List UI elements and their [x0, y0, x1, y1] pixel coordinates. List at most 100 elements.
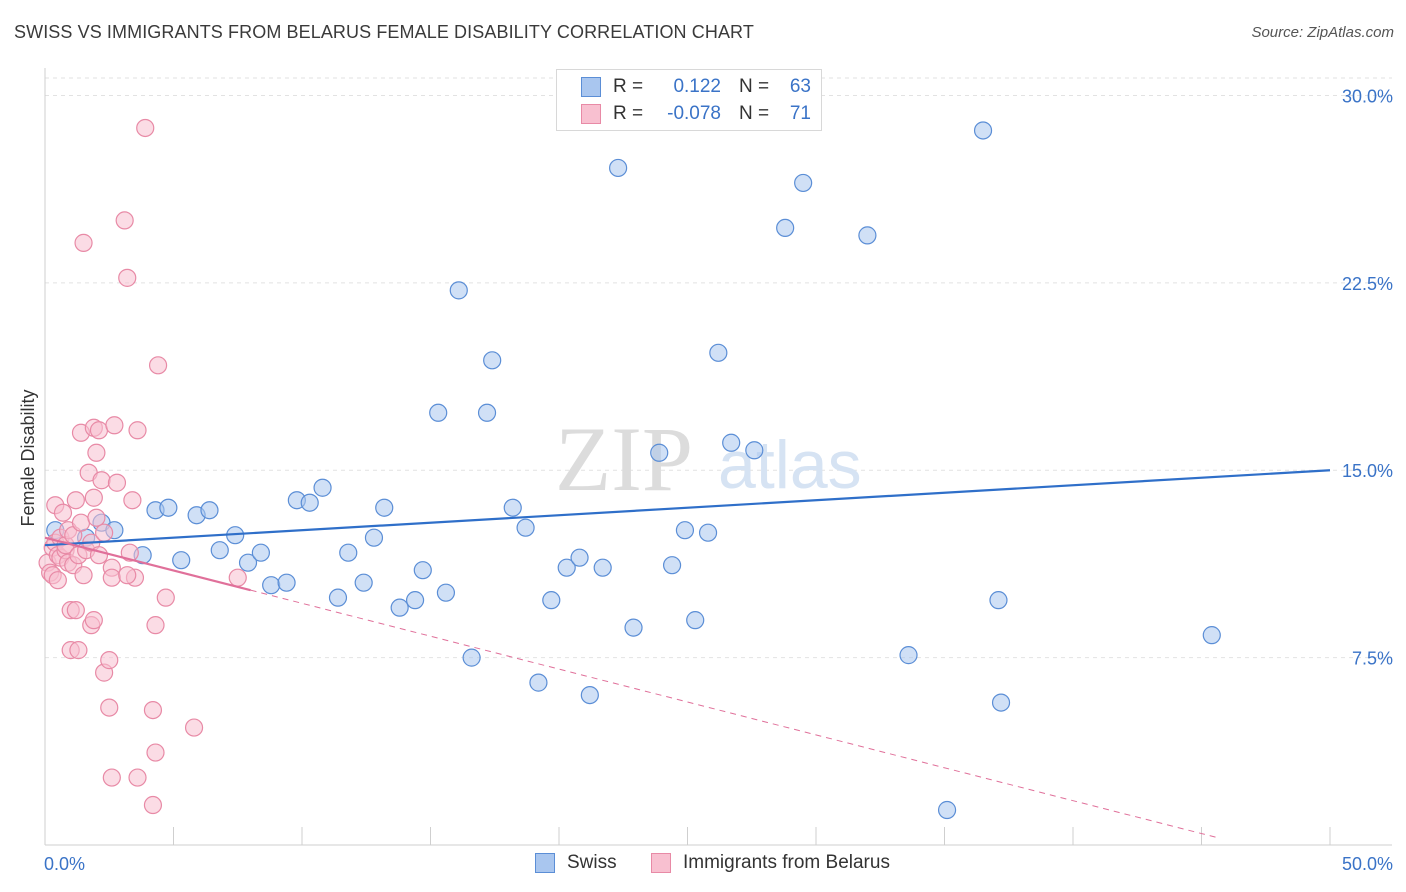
legend-r-value: -0.078: [667, 103, 721, 124]
belarus-point: [69, 641, 88, 660]
swiss-point: [159, 498, 178, 517]
labels-layer: 7.5% 15.0% 22.5% 30.0% 0.0% 50.0%: [44, 86, 1393, 874]
swiss-point: [675, 521, 695, 540]
x-tick-label-min: 0.0%: [44, 854, 85, 874]
watermark: ZIP atlas: [555, 408, 862, 510]
belarus-point: [120, 543, 139, 562]
swiss-point: [413, 561, 432, 580]
legend-n-value: 63: [789, 76, 811, 97]
swiss-point: [698, 523, 718, 542]
belarus-point: [146, 743, 165, 762]
belarus-point: [128, 768, 147, 787]
belarus-point: [156, 588, 175, 607]
legend-n-label: N =: [739, 103, 770, 124]
swiss-point: [313, 478, 332, 497]
swiss-point: [328, 588, 348, 607]
belarus-point: [66, 491, 85, 510]
axes-layer: [44, 68, 1392, 846]
belarus-point: [84, 488, 103, 507]
swiss-point: [745, 441, 764, 460]
belarus-point: [143, 700, 163, 720]
legend-swatch-swiss: [535, 853, 555, 873]
legend-swatch-belarus: [651, 853, 671, 873]
trend-layer: [44, 469, 1331, 838]
belarus-point: [184, 718, 204, 737]
legend-row-swiss: R = 0.122 N = 63: [581, 75, 811, 99]
swiss-point: [662, 556, 682, 575]
belarus-point: [143, 795, 163, 815]
legend-item-belarus[interactable]: Immigrants from Belarus: [651, 852, 890, 874]
legend-label-swiss: Swiss: [567, 852, 617, 873]
series-legend: Swiss Immigrants from Belarus: [0, 852, 1406, 878]
swiss-point: [557, 558, 576, 577]
swiss-point: [405, 591, 425, 610]
swiss-point: [172, 551, 191, 570]
swiss-point: [251, 543, 270, 562]
swiss-point: [709, 343, 728, 362]
belarus-point: [115, 211, 134, 230]
swiss-point: [354, 573, 373, 592]
belarus-point: [100, 698, 119, 717]
belarus-trendline-extension: [250, 589, 1218, 838]
swiss-point: [516, 518, 535, 537]
legend-item-swiss[interactable]: Swiss: [535, 852, 617, 874]
belarus-point: [87, 508, 106, 527]
y-tick-label: 22.5%: [1342, 274, 1393, 294]
swiss-point: [238, 553, 258, 572]
points-layer: [38, 118, 1221, 820]
swiss-point: [436, 583, 456, 602]
belarus-point: [100, 651, 119, 670]
swiss-point: [1202, 626, 1221, 645]
belarus-point: [92, 471, 111, 490]
watermark-atlas: atlas: [718, 427, 862, 503]
swiss-point: [390, 598, 409, 617]
belarus-point: [74, 566, 93, 585]
source-label: Source: ZipAtlas.com: [1251, 24, 1394, 41]
y-axis-label: Female Disability: [18, 389, 38, 526]
belarus-point: [87, 443, 106, 462]
swiss-point: [937, 800, 957, 820]
legend-n-value: 71: [789, 103, 811, 124]
belarus-point: [102, 768, 121, 787]
belarus-point: [89, 421, 109, 440]
belarus-point: [71, 513, 91, 532]
watermark-zip: ZIP: [555, 408, 693, 510]
swiss-point: [200, 501, 219, 520]
belarus-point: [128, 421, 147, 440]
swiss-point: [449, 281, 468, 300]
y-tick-label: 7.5%: [1352, 649, 1393, 669]
swiss-point: [989, 591, 1008, 610]
swiss-point: [650, 443, 669, 462]
legend-n-label: N =: [739, 76, 770, 97]
legend-r-label: R =: [613, 103, 644, 124]
swiss-point: [609, 158, 628, 178]
belarus-point: [123, 491, 142, 510]
swiss-point: [542, 591, 561, 610]
belarus-trendline: [44, 536, 251, 592]
swiss-point: [776, 218, 795, 238]
y-tick-label: 15.0%: [1342, 461, 1393, 481]
legend-r-value: 0.122: [673, 76, 721, 97]
swiss-point: [477, 403, 497, 422]
swiss-point: [580, 685, 599, 705]
stats-legend: R = 0.122 N = 63 R = -0.078 N = 71: [556, 69, 822, 131]
belarus-point: [107, 473, 127, 492]
swiss-point: [503, 498, 522, 517]
swiss-point: [483, 351, 502, 370]
legend-label-belarus: Immigrants from Belarus: [683, 852, 890, 873]
swiss-point: [339, 543, 358, 562]
belarus-point: [48, 571, 67, 590]
swiss-point: [624, 618, 643, 637]
belarus-point: [118, 268, 137, 287]
swiss-trendline: [44, 469, 1331, 547]
swiss-point: [300, 493, 319, 512]
swiss-point: [210, 541, 229, 560]
swiss-point: [722, 433, 741, 452]
chart-title: SWISS VS IMMIGRANTS FROM BELARUS FEMALE …: [14, 22, 754, 42]
belarus-point: [74, 233, 93, 252]
legend-r-label: R =: [613, 76, 644, 97]
swiss-point: [991, 693, 1011, 712]
belarus-point: [228, 568, 247, 587]
y-tick-label: 30.0%: [1342, 86, 1393, 106]
swiss-point: [686, 611, 705, 630]
